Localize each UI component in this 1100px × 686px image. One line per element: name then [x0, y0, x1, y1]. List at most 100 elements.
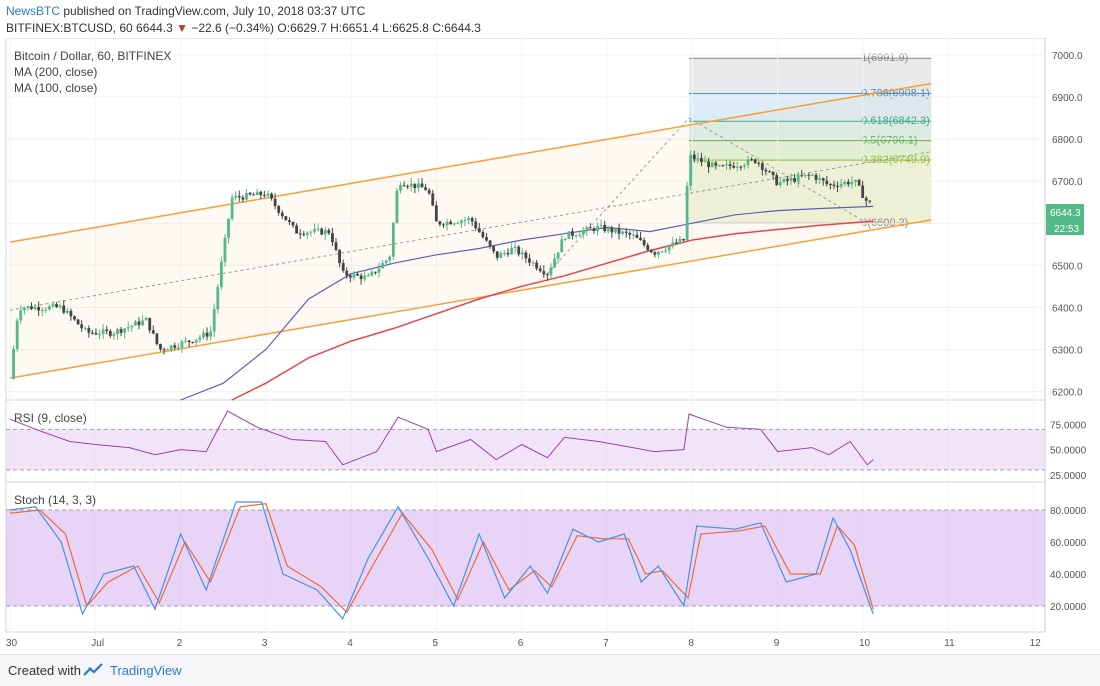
candle-body	[15, 320, 19, 349]
candle-body	[488, 240, 492, 247]
high-value: 6651.4	[342, 21, 379, 35]
candle-body	[12, 348, 15, 379]
candle-body	[449, 221, 453, 225]
candle-body	[352, 273, 356, 278]
candle-body	[560, 239, 564, 253]
fibonacci-retracement[interactable]: 1(6991.9)0.786(6908.1)0.618(6842.3)0.5(6…	[547, 52, 932, 275]
candle-body	[40, 309, 44, 311]
candle-body	[334, 242, 338, 250]
fib-level-label: 1(6991.9)	[861, 52, 908, 64]
candle-body	[431, 193, 435, 206]
legend-ma200: MA (200, close)	[14, 65, 97, 79]
rsi-tick-label: 75.0000	[1050, 420, 1087, 431]
candle-body	[348, 275, 352, 278]
candle-body	[162, 349, 166, 351]
candle-body	[854, 179, 857, 182]
candle-body	[642, 240, 646, 246]
candle-body	[463, 219, 467, 221]
candle-body	[460, 220, 463, 224]
tradingview-link[interactable]: TradingView	[110, 663, 182, 678]
price-channel[interactable]	[9, 82, 932, 379]
candle-body	[836, 185, 839, 187]
candle-body	[266, 193, 270, 196]
candle-body	[760, 163, 764, 170]
candle-body	[868, 200, 872, 202]
price-tick-label: 6900.0	[1052, 93, 1083, 104]
candle-body	[255, 191, 259, 196]
candle-body	[402, 185, 406, 187]
publish-text: published on TradingView.com, July 10, 2…	[60, 4, 366, 18]
time-tick-label: 5	[433, 638, 439, 649]
candle-body	[714, 162, 718, 166]
fib-level-label: 0.5(6796.1)	[861, 135, 917, 147]
candle-body	[126, 327, 130, 329]
candle-body	[22, 307, 26, 311]
candle-body	[280, 212, 284, 217]
candle-body	[76, 319, 80, 325]
candle-body	[517, 246, 521, 255]
candle-body	[814, 174, 818, 180]
candle-body	[553, 258, 556, 268]
time-tick-label: 12	[1030, 638, 1042, 649]
candle-body	[739, 166, 743, 168]
publisher-name[interactable]: NewsBTC	[6, 4, 61, 18]
candle-body	[456, 223, 460, 225]
candle-body	[277, 205, 281, 213]
last-price-tag	[1046, 204, 1084, 220]
candle-body	[370, 271, 374, 276]
candle-body	[692, 154, 696, 160]
open-value: 6629.7	[290, 21, 327, 35]
candle-body	[578, 234, 582, 236]
candle-body	[653, 252, 657, 255]
candle-body	[212, 309, 216, 332]
candle-body	[674, 242, 678, 244]
tradingview-logo-icon[interactable]	[83, 663, 103, 677]
candle-body	[635, 234, 639, 238]
rsi-label: RSI (9, close)	[14, 411, 87, 425]
candle-body	[839, 183, 843, 187]
candle-body	[273, 198, 277, 206]
candle-body	[707, 161, 711, 168]
rsi-indicator: 75.0000 50.0000 25.0000	[6, 410, 1087, 482]
candle-body	[37, 306, 41, 311]
candle-body	[603, 224, 607, 232]
channel-fill	[10, 83, 932, 379]
candle-body	[302, 234, 306, 236]
candle-body	[467, 218, 470, 220]
candle-body	[639, 237, 642, 241]
down-arrow-icon: ▼	[176, 21, 188, 35]
candle-body	[538, 268, 542, 272]
price-chart[interactable]: 1(6991.9)0.786(6908.1)0.618(6842.3)0.5(6…	[0, 38, 1100, 654]
candle-body	[316, 228, 320, 230]
candle-body	[818, 178, 822, 180]
fib-level-label: 0.382(6749.9)	[861, 154, 930, 166]
candle-body	[606, 227, 610, 232]
candle-body	[55, 304, 58, 308]
candle-body	[771, 171, 775, 176]
price-tick-label: 6400.0	[1052, 303, 1083, 314]
candle-body	[768, 171, 771, 173]
candle-body	[843, 181, 847, 184]
time-axis[interactable]: 30 Jul 2 3 4 5 6 7 8 9 10 11 12	[6, 638, 1041, 649]
candle-body	[94, 332, 98, 335]
high-label: H:	[330, 21, 343, 35]
candle-body	[248, 192, 252, 195]
candle-body	[438, 221, 442, 225]
candle-body	[743, 165, 746, 167]
candle-body	[689, 154, 693, 186]
candle-body	[821, 178, 825, 181]
candle-body	[191, 342, 195, 344]
fib-trend-line	[547, 117, 690, 275]
candle-body	[621, 231, 625, 234]
candle-body	[660, 251, 664, 253]
price-tick-label: 6800.0	[1052, 135, 1083, 146]
rsi-line	[9, 410, 874, 466]
time-tick-label: 7	[603, 638, 609, 649]
candle-body	[309, 231, 313, 233]
candle-body	[528, 258, 531, 263]
price-tick-label: 6500.0	[1052, 261, 1083, 272]
candle-body	[617, 228, 621, 234]
candle-body	[542, 271, 546, 275]
candle-body	[556, 252, 560, 259]
candle-body	[631, 234, 635, 236]
